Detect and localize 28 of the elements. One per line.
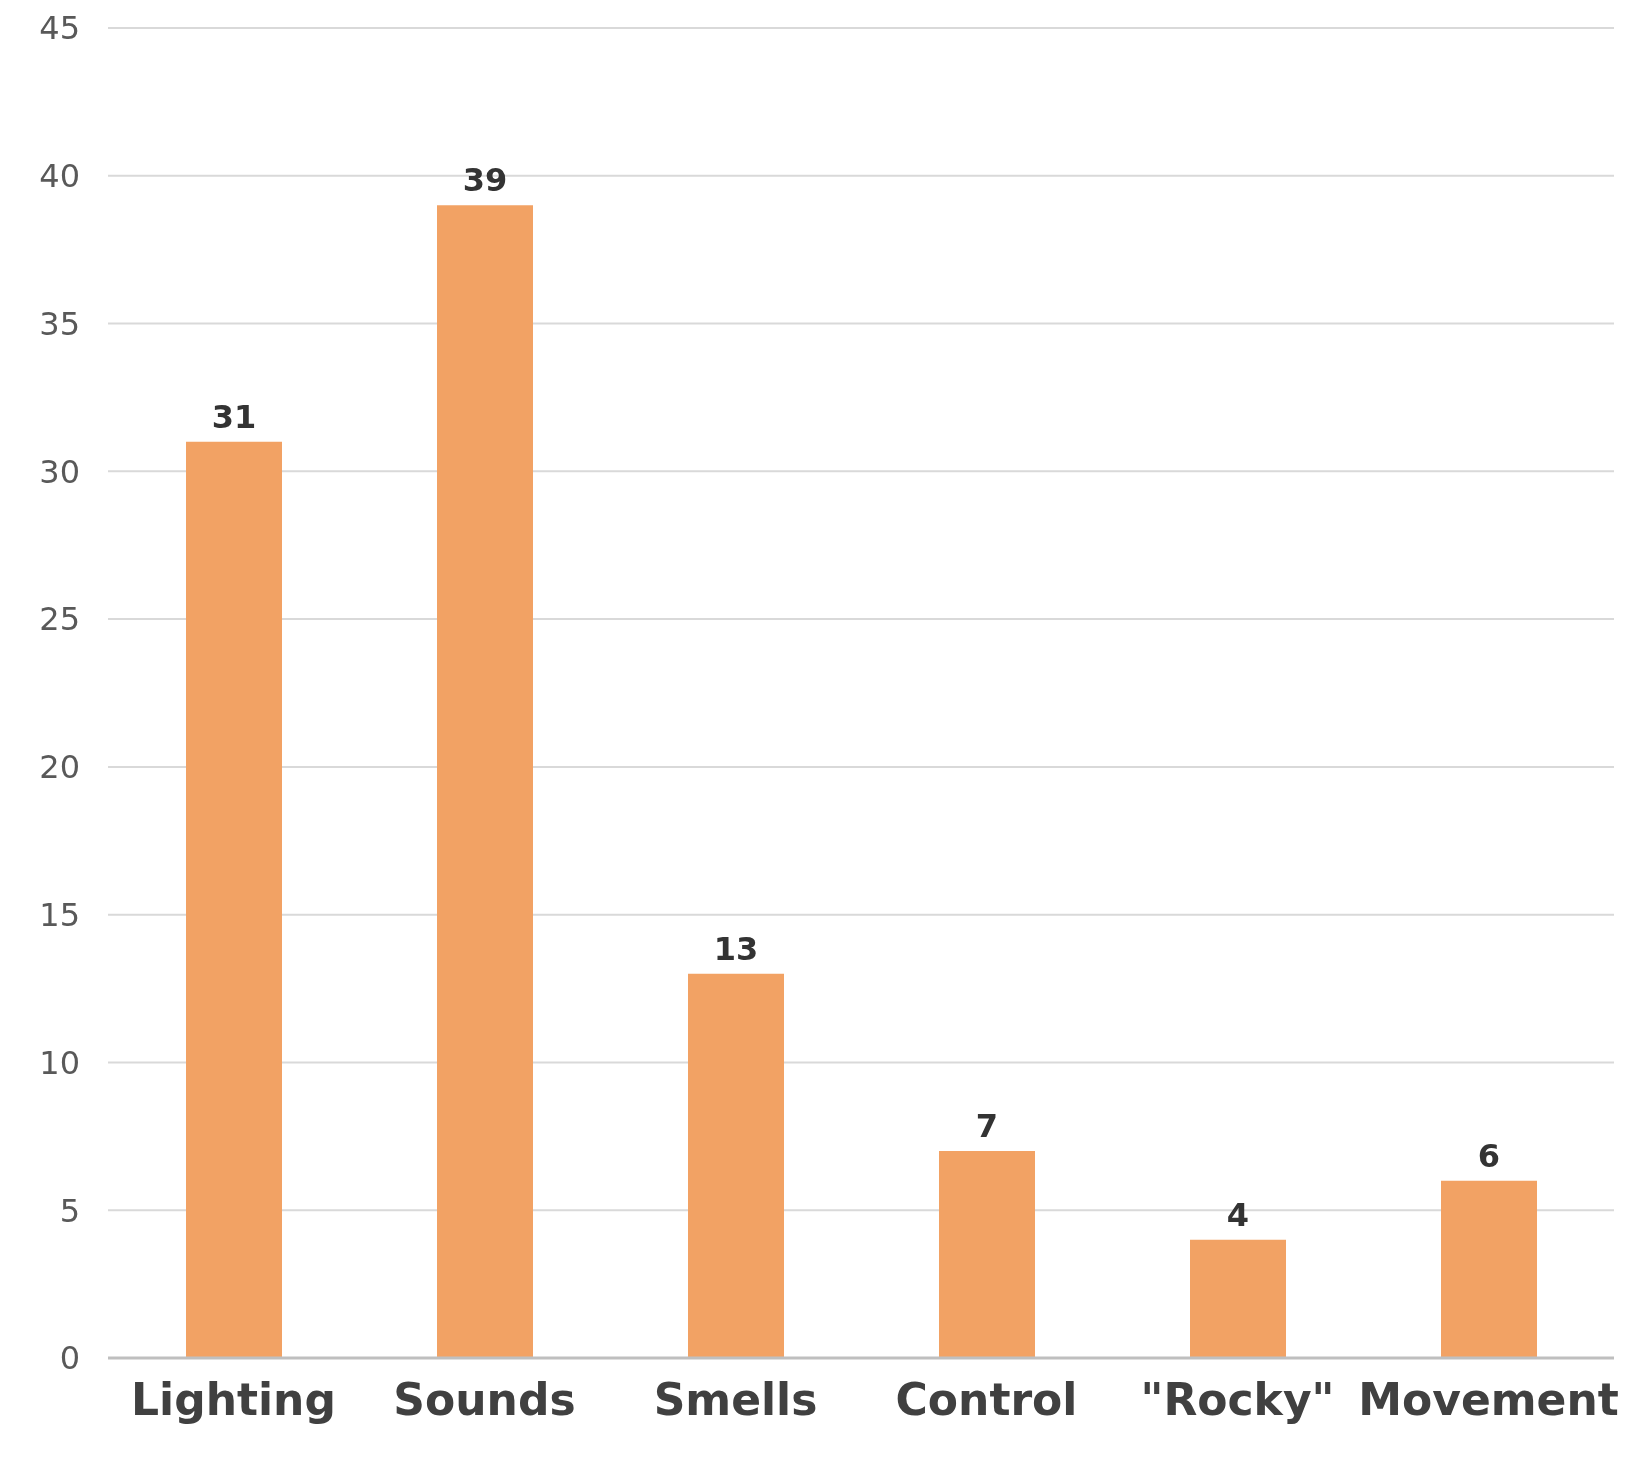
y-tick-label: 20 (39, 748, 80, 787)
y-tick-label: 35 (39, 304, 80, 343)
bar (688, 973, 784, 1358)
y-tick-label: 0 (59, 1339, 80, 1378)
y-tick-label: 5 (59, 1191, 80, 1230)
x-tick-label: "Rocky" (1140, 1374, 1335, 1426)
bar (437, 205, 533, 1358)
y-tick-label: 40 (39, 157, 80, 196)
y-tick-label: 10 (39, 1043, 80, 1082)
bar (1190, 1239, 1286, 1358)
y-tick-label: 30 (39, 452, 80, 491)
x-tick-label: Smells (653, 1374, 818, 1426)
data-label: 39 (462, 161, 508, 200)
x-tick-label: Control (895, 1374, 1078, 1426)
x-tick-label: Movement (1358, 1374, 1619, 1426)
x-tick-label: Lighting (131, 1374, 336, 1426)
y-tick-label: 45 (39, 9, 80, 48)
x-tick-label: Sounds (393, 1374, 576, 1426)
bar (186, 441, 282, 1358)
data-label: 7 (975, 1107, 999, 1146)
data-label: 4 (1226, 1195, 1250, 1234)
y-tick-label: 15 (39, 896, 80, 935)
data-label: 31 (211, 397, 257, 436)
data-label: 13 (713, 929, 759, 968)
data-label: 6 (1477, 1136, 1501, 1175)
bar (1441, 1180, 1537, 1358)
bar (939, 1151, 1035, 1358)
y-tick-label: 25 (39, 600, 80, 639)
